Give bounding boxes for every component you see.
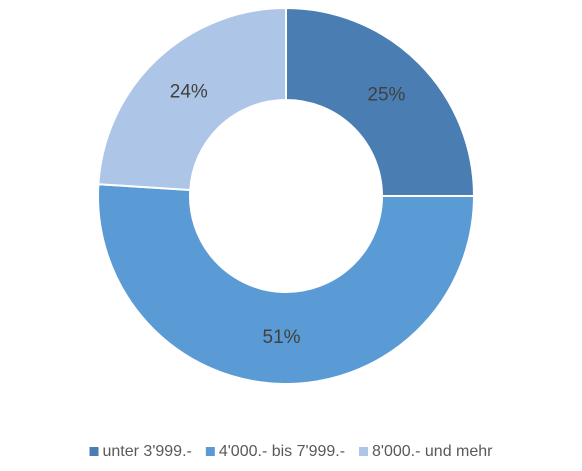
donut-slice	[97, 6, 287, 192]
legend-label: unter 3'999.-	[103, 443, 192, 460]
legend-swatch	[205, 447, 215, 456]
legend-label: 4'000.- bis 7'999.-	[219, 443, 345, 460]
data-label: 25%	[367, 85, 405, 106]
donut-slice	[285, 6, 476, 197]
data-label: 24%	[170, 82, 208, 103]
data-label: 51%	[263, 327, 301, 348]
donut-slice	[97, 183, 476, 385]
legend-label: 8'000.- und mehr	[372, 443, 493, 460]
legend-swatch	[359, 447, 369, 456]
legend-swatch	[89, 447, 99, 456]
